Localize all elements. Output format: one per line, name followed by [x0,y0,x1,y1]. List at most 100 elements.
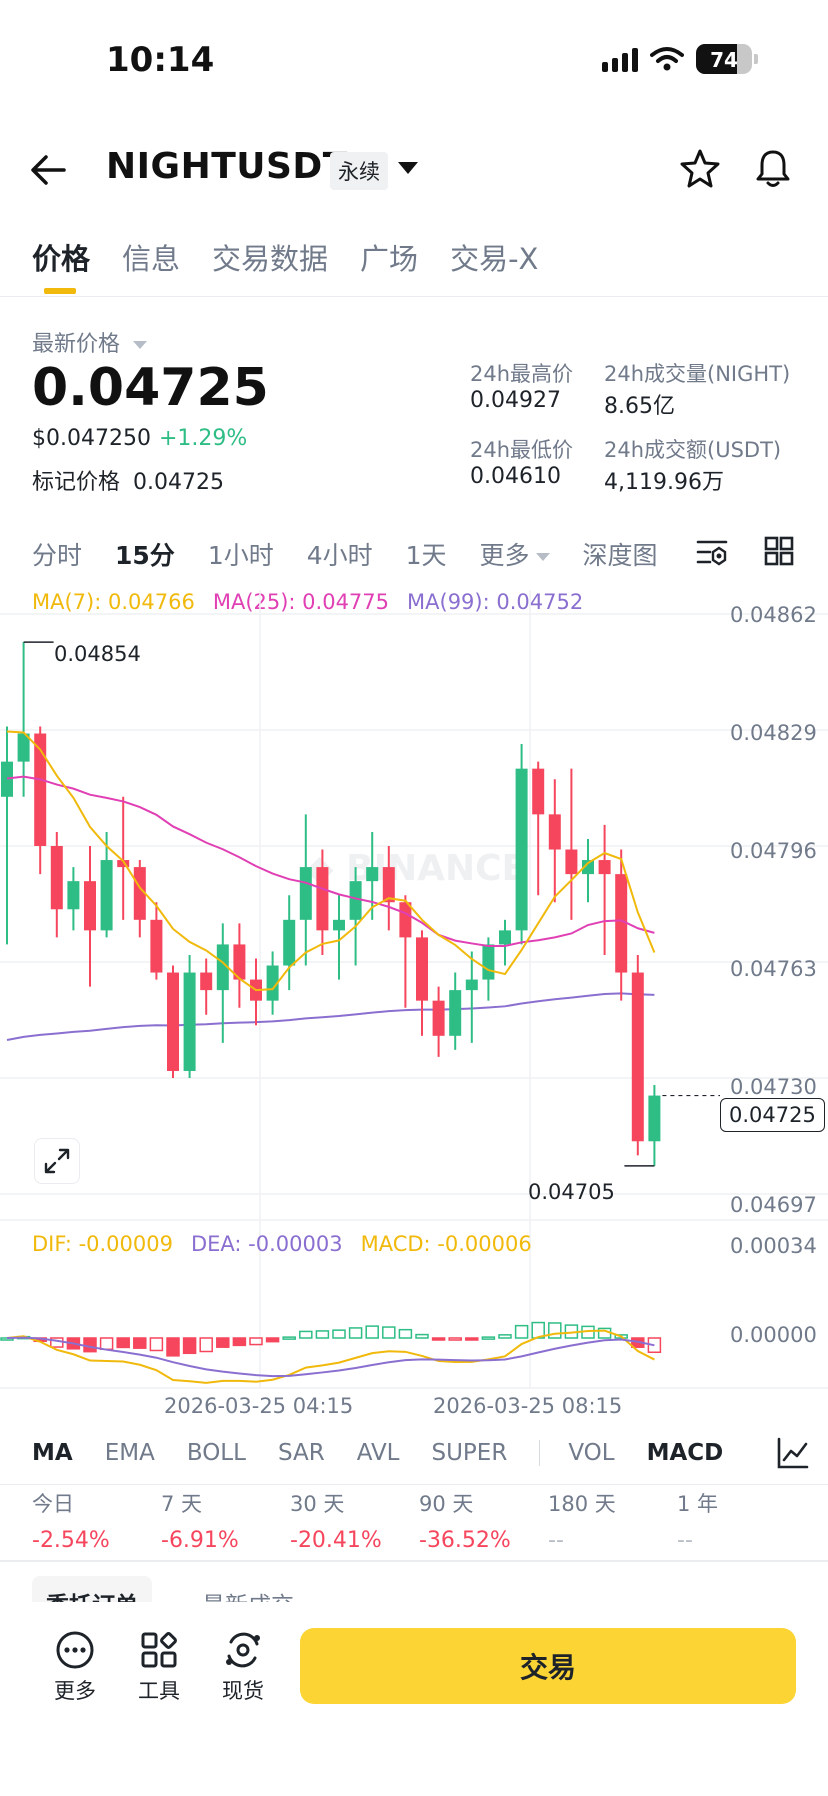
symbol-dropdown-icon[interactable] [398,162,418,174]
tab-square[interactable]: 广场 [360,242,419,276]
ma25-value: MA(25): 0.04775 [212,590,390,614]
ind-avl[interactable]: AVL [356,1440,400,1466]
ind-vol[interactable]: VOL [568,1440,615,1466]
more-label: 更多 [54,1679,96,1703]
spot-button[interactable]: 现货 [218,1630,268,1705]
candle-body [482,944,495,980]
ind-boll[interactable]: BOLL [186,1440,246,1466]
indicator-settings-icon[interactable] [776,1436,810,1470]
tf-1h[interactable]: 1小时 [207,541,274,570]
perf-180d: 180 天 -- [548,1488,677,1553]
macd-bar [83,1337,97,1353]
macd-bar [332,1329,346,1339]
dif-value: DIF: -0.00009 [32,1232,173,1256]
candle-body [67,881,80,910]
candle-body [349,881,362,920]
tools-label: 工具 [138,1679,180,1703]
tf-1d[interactable]: 1天 [405,541,447,570]
candle-body [449,990,462,1036]
macd-bar [514,1324,529,1339]
candle-body [598,860,611,875]
low-marker: 0.04705 [528,1180,615,1204]
usd-price-row: $0.047250 +1.29% [32,426,247,451]
high-value: 0.04927 [470,388,561,413]
macd-bar [348,1327,363,1339]
macd-bar [382,1326,396,1339]
macd-bar [315,1330,330,1339]
ma7-value: MA(7): 0.04766 [32,590,195,614]
ind-macd[interactable]: MACD [646,1440,724,1466]
perf-label: 1 年 [677,1492,719,1516]
bell-icon[interactable] [754,148,792,188]
tf-depth[interactable]: 深度图 [582,541,658,570]
ma7-line [6,730,656,992]
perf-label: 今日 [32,1492,74,1516]
low-label: 24h最低价 [470,438,574,462]
ma7-path [6,730,656,992]
chart-settings-icon[interactable] [696,536,728,568]
expand-icon [44,1148,70,1174]
layout-grid-icon[interactable] [764,536,794,566]
ind-ma[interactable]: MA [32,1440,73,1466]
price-tick: 0.04697 [730,1193,817,1217]
volume-label: 24h成交量(NIGHT) [604,362,791,386]
tab-info[interactable]: 信息 [122,242,181,276]
main-tabs: 价格 信息 交易数据 广场 交易-X [32,236,570,294]
price-tick: 0.04796 [730,839,817,863]
candle-body [150,919,163,973]
candle-body [283,919,296,966]
ma25-path [6,775,655,947]
low-value: 0.04610 [470,464,561,489]
macd-bar [182,1337,197,1355]
tf-more[interactable]: 更多 [480,536,550,572]
indicator-separator [539,1440,541,1466]
last-price: 0.04725 [32,358,269,418]
tab-trading-data[interactable]: 交易数据 [212,242,329,276]
time-label: 2026-03-25 08:15 [433,1394,623,1418]
tf-4h[interactable]: 4小时 [306,541,373,570]
macd-bar [116,1337,130,1349]
tab-trade-x[interactable]: 交易-X [450,242,539,276]
ind-ema[interactable]: EMA [104,1440,155,1466]
expand-chart-button[interactable] [34,1138,80,1184]
candle-body [499,930,511,945]
perf-value: -- [677,1528,693,1553]
price-tick: 0.04730 [730,1075,817,1099]
turnover-value: 4,119.96万 [604,470,724,495]
indicator-divider [0,1484,828,1485]
perf-value: -2.54% [32,1528,110,1553]
ma99-line [6,992,655,1041]
macd-bar [99,1337,114,1351]
macd-bar [282,1336,296,1340]
macd-bar [299,1330,313,1339]
kline-chart[interactable]: ◆ BINANCE [0,580,828,1400]
back-arrow-icon[interactable] [30,154,66,186]
tf-line[interactable]: 分时 [32,541,83,570]
perf-value: -6.91% [161,1528,239,1553]
tab-price[interactable]: 价格 [32,236,90,294]
candle-body [34,733,47,846]
mark-price-label: 标记价格 [32,470,121,495]
symbol-title[interactable]: NIGHTUSDT [106,146,348,187]
candle-body [432,1000,445,1036]
macd-bar [647,1337,662,1353]
ind-sar[interactable]: SAR [277,1440,325,1466]
macd-bar [431,1337,446,1341]
ma99-path [6,992,655,1041]
trade-button[interactable]: 交易 [300,1628,796,1704]
last-price-tag[interactable]: 0.04725 [720,1098,825,1132]
star-icon[interactable] [680,148,720,188]
price-tick: 0.04829 [730,721,817,745]
more-button[interactable]: 更多 [50,1630,100,1705]
perf-1y: 1 年 -- [677,1488,806,1553]
tools-button[interactable]: 工具 [134,1630,184,1705]
header: NIGHTUSDT 永续 [0,140,828,200]
latest-price-selector[interactable]: 最新价格 [32,326,148,358]
usd-price: $0.047250 [32,426,151,451]
turnover-label: 24h成交额(USDT) [604,438,782,462]
ind-super[interactable]: SUPER [431,1440,508,1466]
candle-body [648,1095,661,1142]
perf-label: 180 天 [548,1492,616,1516]
candle-body [515,768,528,931]
tf-15m[interactable]: 15分 [115,541,175,570]
